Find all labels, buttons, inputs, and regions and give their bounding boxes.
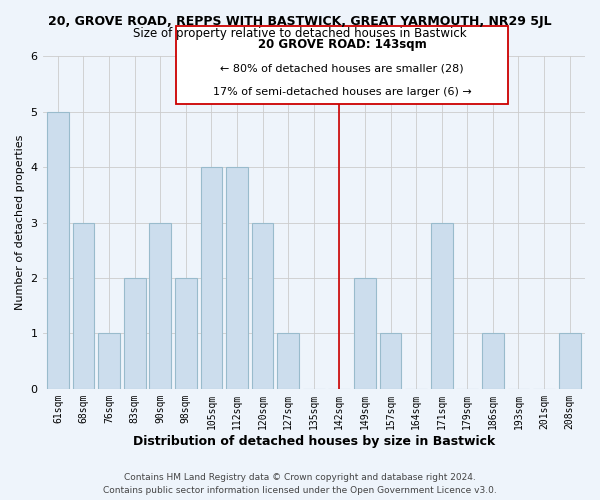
Text: Contains HM Land Registry data © Crown copyright and database right 2024.
Contai: Contains HM Land Registry data © Crown c… — [103, 474, 497, 495]
Text: Size of property relative to detached houses in Bastwick: Size of property relative to detached ho… — [133, 28, 467, 40]
Text: 20 GROVE ROAD: 143sqm: 20 GROVE ROAD: 143sqm — [257, 38, 426, 51]
Bar — [149, 222, 171, 389]
Bar — [354, 278, 376, 389]
Bar — [431, 222, 452, 389]
Bar — [559, 334, 581, 389]
Text: 17% of semi-detached houses are larger (6) →: 17% of semi-detached houses are larger (… — [212, 87, 471, 97]
Bar — [47, 112, 69, 389]
X-axis label: Distribution of detached houses by size in Bastwick: Distribution of detached houses by size … — [133, 434, 495, 448]
Bar — [98, 334, 120, 389]
Bar — [482, 334, 504, 389]
Bar — [252, 222, 274, 389]
FancyBboxPatch shape — [176, 26, 508, 104]
Y-axis label: Number of detached properties: Number of detached properties — [15, 135, 25, 310]
Bar — [200, 168, 222, 389]
Text: ← 80% of detached houses are smaller (28): ← 80% of detached houses are smaller (28… — [220, 64, 464, 74]
Bar — [226, 168, 248, 389]
Bar — [277, 334, 299, 389]
Bar — [73, 222, 94, 389]
Text: 20, GROVE ROAD, REPPS WITH BASTWICK, GREAT YARMOUTH, NR29 5JL: 20, GROVE ROAD, REPPS WITH BASTWICK, GRE… — [48, 15, 552, 28]
Bar — [380, 334, 401, 389]
Bar — [124, 278, 146, 389]
Bar — [175, 278, 197, 389]
